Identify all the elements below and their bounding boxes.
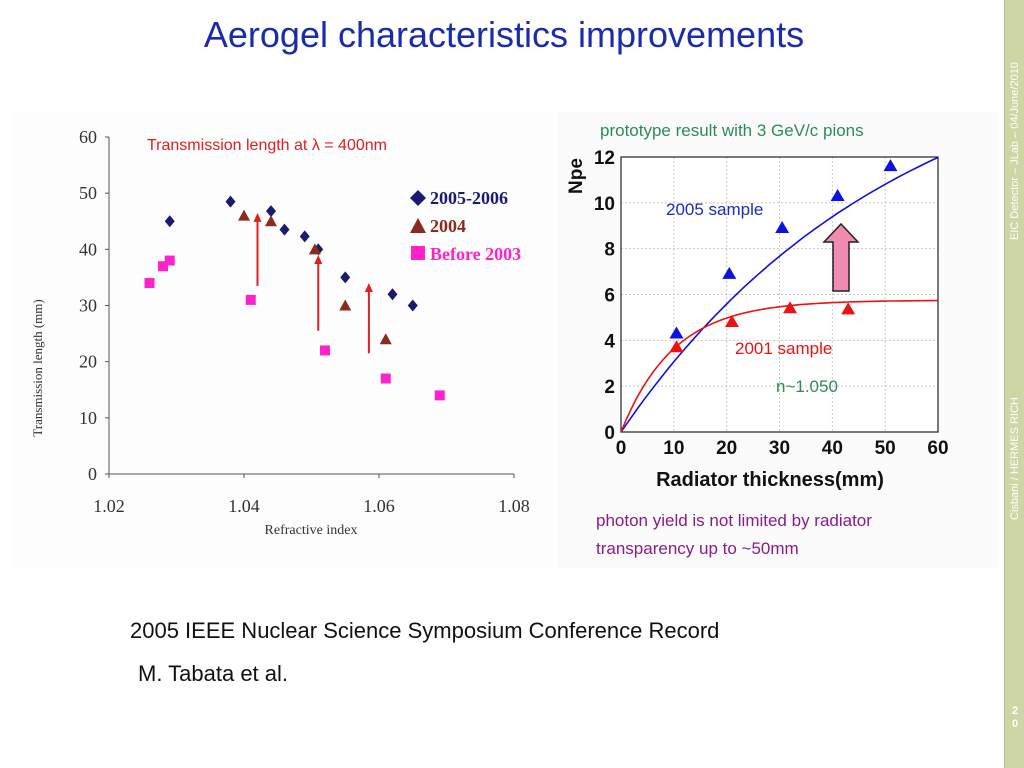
npe-y-tick-label: 6 bbox=[604, 286, 615, 307]
npe-y-tick-label: 4 bbox=[604, 331, 615, 352]
data-point-triangle bbox=[379, 333, 392, 345]
data-point-diamond bbox=[266, 205, 276, 218]
npe-x-tick-label: 0 bbox=[616, 438, 627, 459]
npe-y-label: Npe bbox=[566, 158, 587, 194]
data-point-triangle bbox=[830, 188, 845, 201]
arrow-head bbox=[314, 254, 323, 264]
y-tick-label: 50 bbox=[79, 183, 97, 203]
npe-frame bbox=[620, 156, 939, 433]
npe-x-tick-label: 60 bbox=[927, 438, 948, 459]
data-point-diamond bbox=[164, 215, 175, 228]
data-point-triangle bbox=[841, 302, 856, 315]
data-point-triangle bbox=[308, 243, 321, 255]
y-tick-label: 10 bbox=[79, 408, 97, 428]
y-tick-label: 0 bbox=[88, 464, 97, 484]
reference-authors: M. Tabata et al. bbox=[138, 661, 289, 686]
reference-conference: 2005 IEEE Nuclear Science Symposium Conf… bbox=[130, 618, 720, 643]
data-point-triangle bbox=[265, 215, 277, 227]
x-tick-label: 1.08 bbox=[498, 496, 530, 516]
data-point-diamond bbox=[299, 230, 310, 243]
transmission-chart-title: Transmission length at λ = 400nm bbox=[147, 137, 387, 154]
npe-x-tick-label: 40 bbox=[822, 438, 843, 459]
improvement-arrow-red bbox=[253, 212, 262, 286]
improvement-arrow-red bbox=[364, 283, 373, 354]
npe-x-tick-label: 10 bbox=[663, 438, 684, 459]
npe-y-tick-label: 10 bbox=[594, 194, 615, 215]
npe-y-tick-label: 0 bbox=[604, 423, 615, 444]
transmission-y-label: Transmission length (mm) bbox=[30, 299, 45, 436]
series-label-2005: 2005 sample bbox=[666, 200, 763, 219]
data-point-diamond bbox=[279, 223, 290, 236]
data-point-triangle bbox=[883, 159, 898, 172]
slide-title: Aerogel characteristics improvements bbox=[203, 14, 805, 55]
npe-x-tick-label: 30 bbox=[769, 438, 790, 459]
data-point-square bbox=[434, 390, 445, 401]
transmission-x-label: Refractive index bbox=[265, 523, 358, 538]
npe-x-tick-label: 50 bbox=[875, 438, 896, 459]
legend-marker-triangle bbox=[410, 218, 426, 233]
npe-y-tick-label: 2 bbox=[604, 377, 615, 398]
data-point-triangle bbox=[339, 299, 352, 311]
legend-label: 2004 bbox=[430, 216, 466, 236]
x-tick-label: 1.02 bbox=[93, 496, 125, 516]
data-point-diamond bbox=[407, 299, 418, 312]
npe-y-tick-label: 8 bbox=[604, 240, 615, 261]
npe-x-label: Radiator thickness(mm) bbox=[656, 469, 884, 491]
y-tick-label: 20 bbox=[79, 352, 97, 372]
data-point-square bbox=[164, 255, 175, 266]
improvement-arrow bbox=[822, 222, 860, 292]
data-point-triangle bbox=[724, 315, 739, 327]
y-tick-label: 40 bbox=[79, 239, 97, 259]
data-point-diamond bbox=[387, 288, 398, 301]
npe-y-tick-label: 12 bbox=[594, 148, 615, 169]
npe-chart-panel: 0 2 4 6 8 10 12 0 10 20 30 40 50 60 prototype result … bbox=[558, 112, 998, 568]
data-point-triangle bbox=[775, 221, 790, 234]
legend-marker-diamond bbox=[410, 190, 426, 206]
transmission-chart: 0 10 20 30 40 50 60 1.02 1.04 1.06 1.08 2005-2006 2… bbox=[30, 127, 530, 538]
page-number: 2 0 bbox=[1011, 705, 1019, 730]
x-tick-label: 1.04 bbox=[228, 496, 260, 516]
refractive-index-annotation: n~1.050 bbox=[776, 377, 838, 396]
y-tick-label: 30 bbox=[79, 296, 97, 316]
legend-label: Before 2003 bbox=[430, 244, 521, 264]
data-point-square bbox=[380, 373, 391, 384]
data-point-triangle bbox=[238, 209, 250, 221]
data-point-square bbox=[245, 294, 256, 305]
sidebar-event-text: EIC Detector – JLab – 04/June/2010 bbox=[1009, 62, 1021, 240]
photon-yield-note-line1: photon yield is not limited by radiator bbox=[596, 511, 872, 530]
x-tick-label: 1.06 bbox=[363, 496, 395, 516]
data-point-triangle bbox=[722, 266, 737, 279]
data-point-triangle bbox=[669, 340, 684, 353]
data-point-square bbox=[158, 261, 168, 272]
arrow-head bbox=[364, 283, 373, 293]
series-label-2001: 2001 sample bbox=[735, 339, 832, 358]
data-point-triangle bbox=[669, 326, 684, 339]
npe-chart-title: prototype result with 3 GeV/c pions bbox=[600, 121, 864, 140]
improvement-arrow-red bbox=[314, 254, 323, 331]
data-point-diamond bbox=[340, 271, 351, 284]
legend-label: 2005-2006 bbox=[430, 188, 508, 208]
arrow-head bbox=[253, 212, 262, 222]
legend-marker-square bbox=[411, 246, 425, 260]
y-tick-label: 60 bbox=[79, 127, 97, 147]
data-point-square bbox=[320, 345, 330, 356]
transmission-chart-panel: 0 10 20 30 40 50 60 1.02 1.04 1.06 1.08 2005-2006 2… bbox=[14, 112, 554, 568]
photon-yield-note-line2: transparency up to ~50mm bbox=[596, 539, 799, 558]
data-point-square bbox=[144, 278, 155, 289]
sidebar-strip bbox=[1004, 0, 1024, 768]
npe-x-tick-label: 20 bbox=[716, 438, 737, 459]
sidebar-author-text: Cisbani / HERMES RICH bbox=[1009, 397, 1021, 520]
data-point-triangle bbox=[783, 301, 798, 314]
data-point-diamond bbox=[225, 195, 236, 208]
npe-chart: 0 2 4 6 8 10 12 0 10 20 30 40 50 60 prototype result … bbox=[566, 121, 949, 558]
fit-curve bbox=[620, 156, 939, 433]
